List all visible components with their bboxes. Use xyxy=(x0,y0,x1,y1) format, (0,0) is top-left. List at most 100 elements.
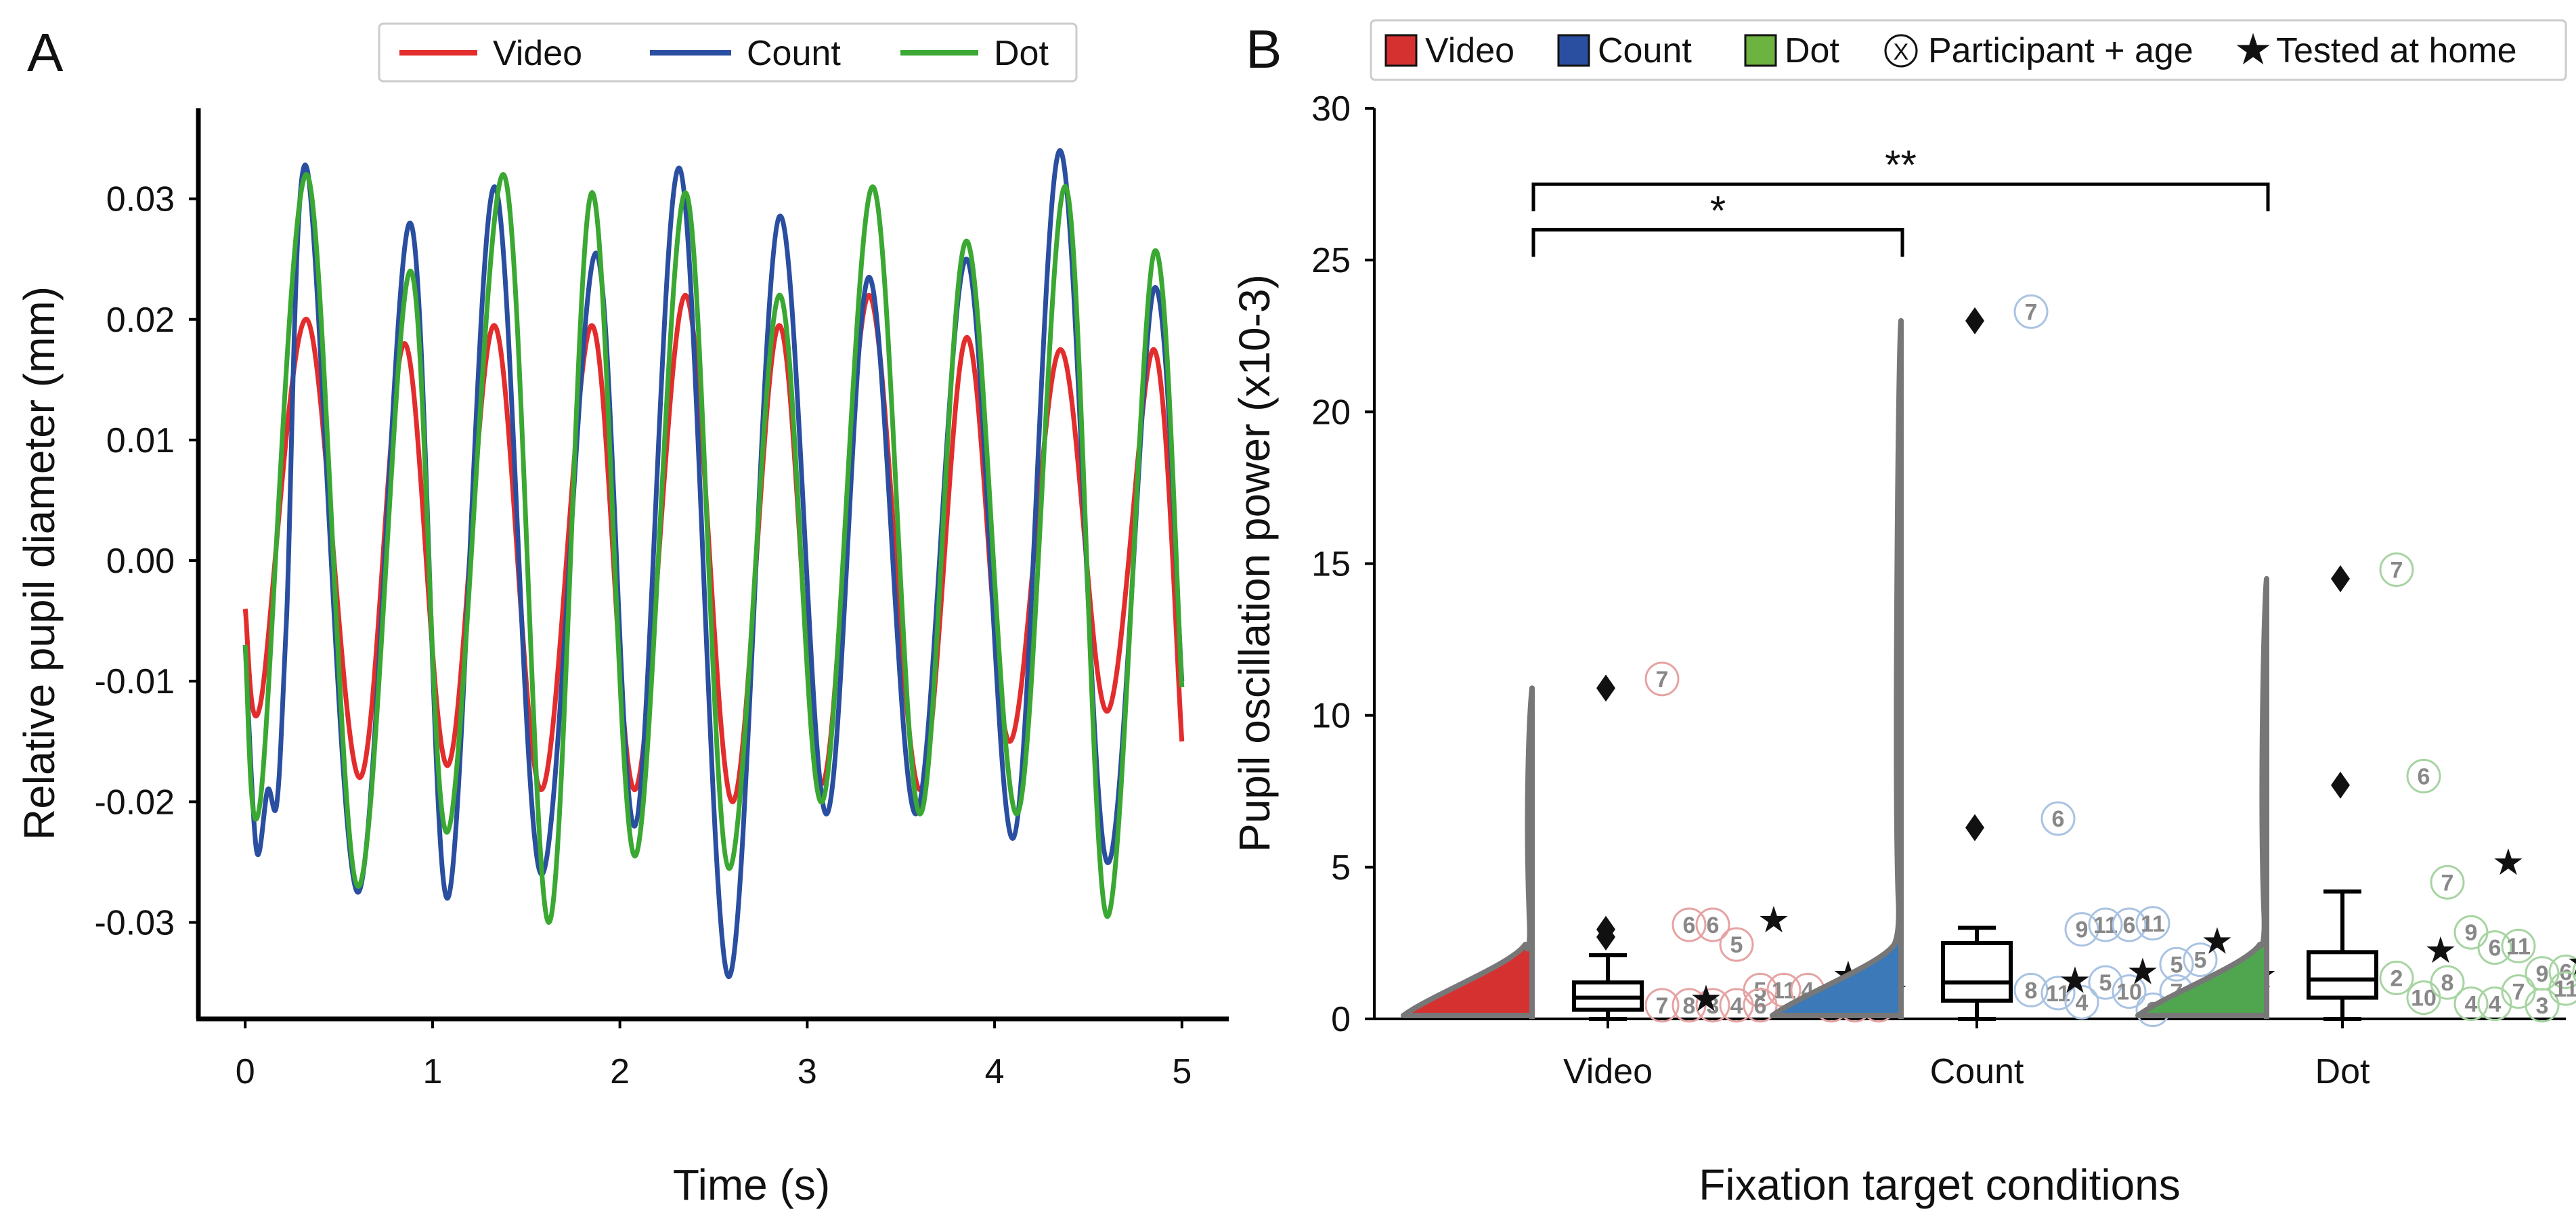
participant-age: 7 xyxy=(1656,667,1669,693)
participant-age: 6 xyxy=(2052,806,2065,832)
participant-marker xyxy=(2040,801,2076,836)
participant-age: 6 xyxy=(2418,764,2430,789)
panel-a-x-tick-label: 2 xyxy=(610,1052,630,1091)
panel-a-x-axis-title: Time (s) xyxy=(673,1160,830,1209)
participant-age: 6 xyxy=(2123,913,2136,938)
home-star-icon: ★ xyxy=(1758,900,1790,940)
panel-a-series xyxy=(242,148,1185,980)
participant-age: 8 xyxy=(2025,978,2038,1003)
panel-b-y-tick-label: 15 xyxy=(1311,545,1351,584)
outlier-diamond xyxy=(1596,674,1615,702)
participant-marker xyxy=(2379,552,2414,587)
panel-b-x-tick-label: Video xyxy=(1563,1052,1653,1091)
panel-a-y-tick-label: -0.02 xyxy=(94,783,175,822)
home-star-icon: ★ xyxy=(2492,842,2525,883)
home-star-icon: ★ xyxy=(1690,979,1722,1020)
participant-marker xyxy=(2064,912,2099,947)
legend-b-video-label: Video xyxy=(1425,31,1514,70)
participant-age: 4 xyxy=(2465,992,2478,1018)
panel-a-x-tick-label: 3 xyxy=(798,1052,817,1091)
participant-age: 2 xyxy=(2391,965,2403,991)
participant-marker xyxy=(1743,988,1778,1023)
significance-bracket xyxy=(1531,227,1904,257)
participant-marker xyxy=(2159,946,2194,982)
panel-b-y-tick-label: 25 xyxy=(1311,241,1351,280)
violin-video xyxy=(1401,685,1535,1018)
participant-marker xyxy=(2183,942,2218,978)
home-star-icon: ★ xyxy=(2059,961,2091,1001)
panel-a-y-tick-label: -0.03 xyxy=(94,903,175,942)
box-iqr xyxy=(1941,940,2013,1003)
participant-age: 3 xyxy=(1707,993,1720,1019)
participant-age: 6 xyxy=(2489,936,2502,961)
participant-age: 4 xyxy=(2489,992,2502,1018)
legend-home-star-icon: ★ xyxy=(2233,25,2272,74)
participant-marker xyxy=(2379,960,2414,995)
participant-marker xyxy=(2064,984,2099,1020)
legend-home-label: Tested at home xyxy=(2276,31,2517,70)
home-star-icon: ★ xyxy=(2567,942,2576,983)
participant-marker xyxy=(2088,907,2123,942)
participant-age: 9 xyxy=(2076,917,2089,943)
participant-age: 9 xyxy=(2465,920,2478,946)
legend-participant-label: Participant + age xyxy=(1928,31,2193,70)
participant-age: 5 xyxy=(2099,970,2112,996)
legend-participant-glyph: X xyxy=(1894,39,1909,65)
participant-age: 5 xyxy=(2170,952,2183,978)
outlier-diamond xyxy=(2331,565,2350,592)
panel-b-y-ticks: 0 5 10 15 20 25 30 xyxy=(1311,89,1374,1039)
home-star-icon: ★ xyxy=(2201,921,2233,961)
panel-a-x-ticks: 0 1 2 3 4 5 xyxy=(236,1019,1192,1091)
panel-b-y-tick-label: 20 xyxy=(1311,393,1351,432)
participant-age: 4 xyxy=(2076,990,2089,1016)
panel-b-legend-frame xyxy=(1370,19,2567,81)
participant-marker xyxy=(2406,758,2441,793)
participant-marker xyxy=(2040,976,2076,1011)
panel-b-x-axis-title: Fixation target conditions xyxy=(1699,1160,2181,1209)
series-line-dot xyxy=(242,172,1185,925)
participant-age: 7 xyxy=(2512,980,2525,1005)
participant-age: 11 xyxy=(2506,934,2531,959)
legend-dot-label: Dot xyxy=(994,34,1049,73)
participant-marker xyxy=(2501,928,2536,963)
significance-label: ** xyxy=(1885,142,1917,188)
panel-b-x-ticks: Video Count Dot xyxy=(1563,1019,2370,1091)
panel-b-x-tick-label: Count xyxy=(1930,1052,2024,1091)
participant-age: 7 xyxy=(1656,993,1669,1019)
participant-age: 8 xyxy=(1683,993,1696,1019)
participant-age: 4 xyxy=(1730,993,1743,1019)
box-iqr xyxy=(2307,950,2378,1000)
outlier-diamond xyxy=(1596,915,1615,943)
panel-b-significance: *** xyxy=(1531,142,2270,257)
participant-age: 5 xyxy=(1754,978,1767,1003)
participant-marker xyxy=(2088,965,2123,1000)
home-star-icon: ★ xyxy=(2126,951,2159,992)
participant-age: 11 xyxy=(2554,976,2576,1002)
participant-marker xyxy=(2430,965,2465,1000)
panel-a-x-tick-label: 4 xyxy=(985,1052,1005,1091)
participant-age: 7 xyxy=(2441,870,2454,896)
participant-age: 6 xyxy=(1683,913,1696,938)
participant-age: 9 xyxy=(2536,961,2549,987)
panel-a-letter: A xyxy=(27,22,64,83)
participant-age: 10 xyxy=(2116,980,2142,1005)
legend-video-label: Video xyxy=(493,34,582,73)
participant-marker xyxy=(2430,865,2465,900)
participant-marker xyxy=(1672,988,1707,1023)
panel-b-x-tick-label: Dot xyxy=(2315,1052,2370,1091)
legend-count-swatch xyxy=(1557,34,1590,67)
group-count: 769116115547811451037★★★★ xyxy=(1770,294,2277,1028)
panel-b-axes xyxy=(1373,108,2566,1020)
legend-dot-swatch xyxy=(1744,34,1777,67)
participant-age: 6 xyxy=(1707,913,1720,938)
panel-a-y-tick-label: 0.01 xyxy=(106,421,175,460)
panel-a-y-tick-label: 0.02 xyxy=(106,301,175,340)
panel-a-legend: Video Count Dot xyxy=(378,22,1078,83)
outlier-diamond xyxy=(2331,771,2350,799)
participant-marker xyxy=(1695,988,1730,1023)
group-dot: 7679611965112108447311★★★★ xyxy=(2135,552,2576,1023)
participant-marker xyxy=(2112,974,2147,1009)
legend-b-dot-label: Dot xyxy=(1785,31,1839,70)
panel-a-x-tick-label: 0 xyxy=(236,1052,255,1091)
participant-marker xyxy=(2572,961,2576,983)
